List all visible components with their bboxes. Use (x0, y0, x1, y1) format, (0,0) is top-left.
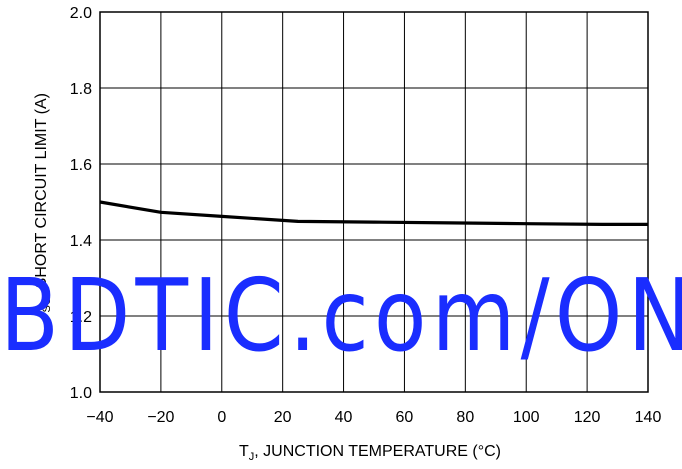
x-tick-label: 80 (456, 409, 474, 426)
x-tick-label: 140 (635, 409, 662, 426)
y-tick-label: 2.0 (70, 5, 92, 22)
y-tick-label: 1.0 (70, 385, 92, 402)
x-tick-label: −40 (86, 409, 113, 426)
x-tick-label: −20 (147, 409, 174, 426)
x-tick-label: 0 (217, 409, 226, 426)
series-line (99, 200, 648, 226)
y-tick-label: 1.4 (70, 233, 92, 250)
x-axis-title: TJ, JUNCTION TEMPERATURE (°C) (239, 443, 501, 463)
x-tick-label: 40 (335, 409, 353, 426)
x-tick-label: 120 (574, 409, 601, 426)
grid-lines (99, 11, 649, 393)
y-tick-label: 1.6 (70, 157, 92, 174)
y-tick-label: 1.8 (70, 81, 92, 98)
x-tick-label: 100 (513, 409, 540, 426)
x-tick-label: 60 (396, 409, 414, 426)
x-tick-labels: −40 −20 0 20 40 60 80 100 120 140 (86, 409, 661, 426)
y-tick-label: 1.2 (70, 309, 92, 326)
y-axis-title: ISC, SHORT CIRCUIT LIMIT (A) (33, 93, 53, 317)
plot-frame (99, 11, 649, 393)
x-tick-label: 20 (274, 409, 292, 426)
y-tick-labels: 1.0 1.2 1.4 1.6 1.8 2.0 (70, 5, 92, 402)
